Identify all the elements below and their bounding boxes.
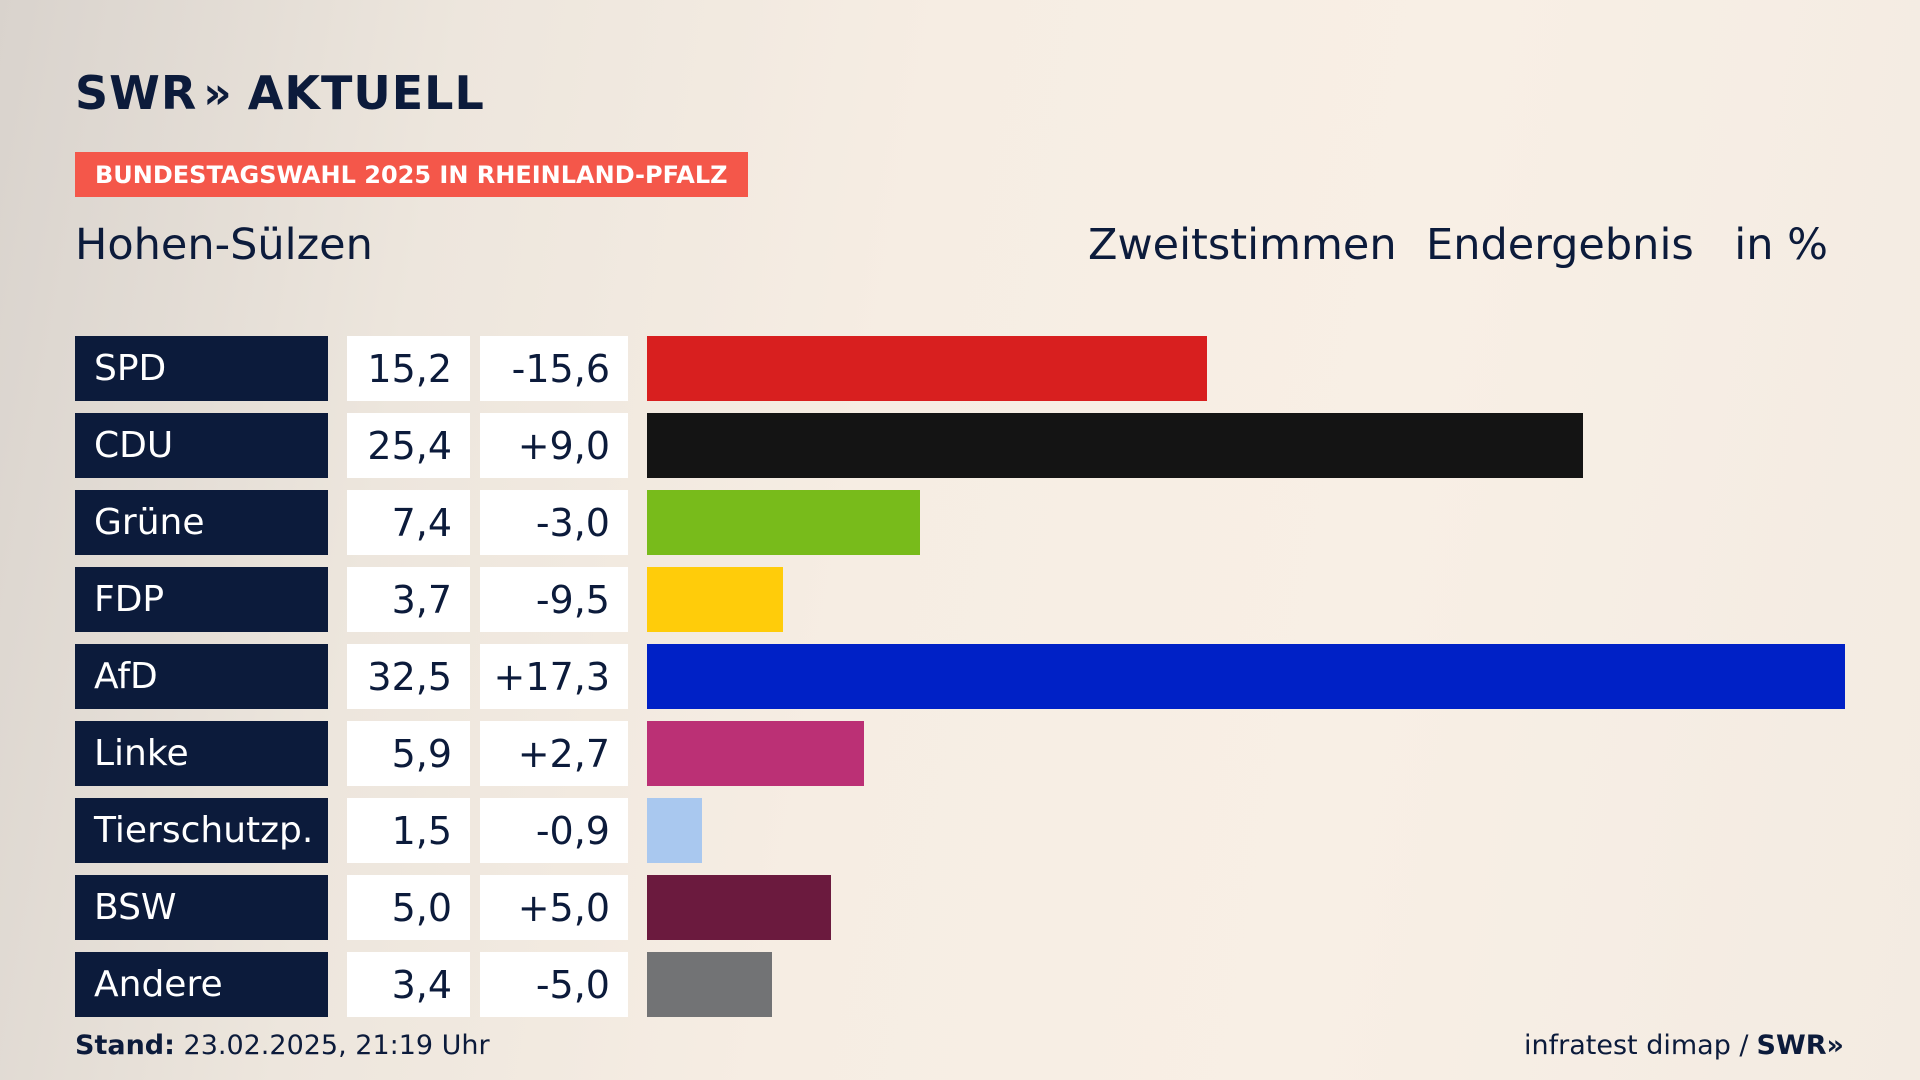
vote-change-value: -0,9 bbox=[480, 798, 628, 863]
chart-row: Grüne 7,4 -3,0 bbox=[75, 490, 1875, 555]
party-label: Andere bbox=[75, 952, 328, 1017]
vote-share-value: 3,7 bbox=[347, 567, 470, 632]
chart-row: SPD 15,2 -15,6 bbox=[75, 336, 1875, 401]
party-label: CDU bbox=[75, 413, 328, 478]
vote-share-bar bbox=[647, 336, 1207, 401]
swr-aktuell-logo: SWR » AKTUELL bbox=[75, 66, 485, 120]
unit-label: in % bbox=[1734, 220, 1828, 270]
election-badge: BUNDESTAGSWAHL 2025 IN RHEINLAND-PFALZ bbox=[75, 152, 748, 197]
vote-share-bar bbox=[647, 952, 772, 1017]
stand-value: 23.02.2025, 21:19 Uhr bbox=[183, 1030, 490, 1061]
vote-share-bar bbox=[647, 413, 1583, 478]
vote-share-value: 15,2 bbox=[347, 336, 470, 401]
vote-share-bar bbox=[647, 567, 783, 632]
vote-change-value: -3,0 bbox=[480, 490, 628, 555]
vote-change-value: -5,0 bbox=[480, 952, 628, 1017]
column-header: Zweitstimmen Endergebnis in % bbox=[1088, 220, 1828, 270]
party-label: FDP bbox=[75, 567, 328, 632]
vote-share-value: 3,4 bbox=[347, 952, 470, 1017]
vote-change-value: +9,0 bbox=[480, 413, 628, 478]
vote-change-value: +2,7 bbox=[480, 721, 628, 786]
logo-swr: SWR bbox=[75, 66, 198, 120]
vote-change-value: -9,5 bbox=[480, 567, 628, 632]
party-label: Grüne bbox=[75, 490, 328, 555]
source-credit: infratest dimap / SWR» bbox=[1524, 1030, 1844, 1061]
chevron-right-icon: » bbox=[203, 67, 232, 119]
party-label: BSW bbox=[75, 875, 328, 940]
vote-share-value: 5,9 bbox=[347, 721, 470, 786]
vote-share-value: 32,5 bbox=[347, 644, 470, 709]
chart-row: Tierschutzp. 1,5 -0,9 bbox=[75, 798, 1875, 863]
vote-share-value: 5,0 bbox=[347, 875, 470, 940]
stand-label: Stand: bbox=[75, 1030, 175, 1061]
chart-row: BSW 5,0 +5,0 bbox=[75, 875, 1875, 940]
vote-share-value: 7,4 bbox=[347, 490, 470, 555]
chart-row: AfD 32,5 +17,3 bbox=[75, 644, 1875, 709]
timestamp: Stand: 23.02.2025, 21:19 Uhr bbox=[75, 1030, 490, 1061]
party-label: Linke bbox=[75, 721, 328, 786]
source-text: infratest dimap / bbox=[1524, 1030, 1749, 1061]
vote-change-value: -15,6 bbox=[480, 336, 628, 401]
vote-share-value: 25,4 bbox=[347, 413, 470, 478]
party-label: Tierschutzp. bbox=[75, 798, 328, 863]
chart-row: Linke 5,9 +2,7 bbox=[75, 721, 1875, 786]
vote-share-bar bbox=[647, 875, 831, 940]
vote-share-bar bbox=[647, 721, 864, 786]
party-label: SPD bbox=[75, 336, 328, 401]
party-label: AfD bbox=[75, 644, 328, 709]
place-title: Hohen-Sülzen bbox=[75, 220, 373, 270]
vote-share-bar bbox=[647, 644, 1845, 709]
vote-share-bar bbox=[647, 490, 920, 555]
source-brand: SWR» bbox=[1756, 1030, 1844, 1061]
chart-row: FDP 3,7 -9,5 bbox=[75, 567, 1875, 632]
logo-aktuell: AKTUELL bbox=[247, 66, 485, 120]
vote-share-bar bbox=[647, 798, 702, 863]
chart-row: Andere 3,4 -5,0 bbox=[75, 952, 1875, 1017]
vote-type-label: Zweitstimmen bbox=[1088, 220, 1397, 270]
vote-change-value: +5,0 bbox=[480, 875, 628, 940]
vote-change-value: +17,3 bbox=[480, 644, 628, 709]
vote-share-value: 1,5 bbox=[347, 798, 470, 863]
result-status-label: Endergebnis bbox=[1426, 220, 1694, 270]
chart-row: CDU 25,4 +9,0 bbox=[75, 413, 1875, 478]
